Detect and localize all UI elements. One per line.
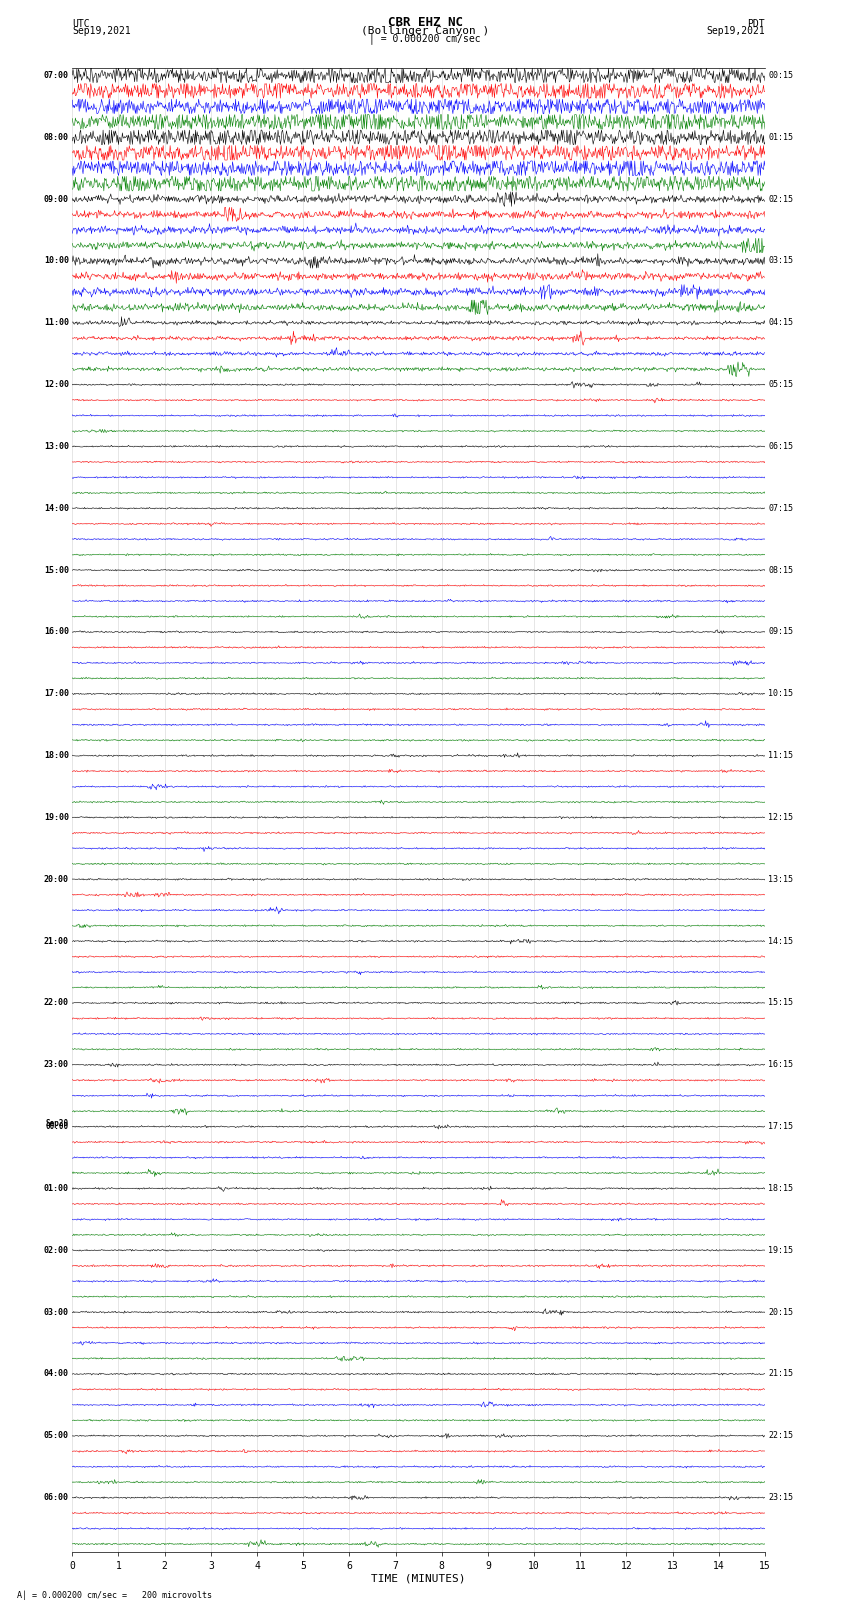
Text: 14:00: 14:00	[44, 503, 69, 513]
Text: 09:15: 09:15	[768, 627, 793, 637]
Text: 05:00: 05:00	[44, 1431, 69, 1440]
Text: 08:00: 08:00	[44, 132, 69, 142]
Text: Sep19,2021: Sep19,2021	[72, 26, 131, 37]
Text: 00:00: 00:00	[46, 1123, 69, 1131]
Text: 14:15: 14:15	[768, 937, 793, 945]
X-axis label: TIME (MINUTES): TIME (MINUTES)	[371, 1574, 466, 1584]
Text: 03:15: 03:15	[768, 256, 793, 266]
Text: 15:00: 15:00	[44, 566, 69, 574]
Text: 03:00: 03:00	[44, 1308, 69, 1316]
Text: 11:00: 11:00	[44, 318, 69, 327]
Text: 23:00: 23:00	[44, 1060, 69, 1069]
Text: 00:15: 00:15	[768, 71, 793, 81]
Text: 22:00: 22:00	[44, 998, 69, 1008]
Text: 12:00: 12:00	[44, 381, 69, 389]
Text: │ = 0.000200 cm/sec: │ = 0.000200 cm/sec	[369, 32, 481, 44]
Text: 20:15: 20:15	[768, 1308, 793, 1316]
Text: 05:15: 05:15	[768, 381, 793, 389]
Text: 22:15: 22:15	[768, 1431, 793, 1440]
Text: 02:15: 02:15	[768, 195, 793, 203]
Text: 21:15: 21:15	[768, 1369, 793, 1379]
Text: 04:15: 04:15	[768, 318, 793, 327]
Text: 09:00: 09:00	[44, 195, 69, 203]
Text: 01:00: 01:00	[44, 1184, 69, 1194]
Text: 07:15: 07:15	[768, 503, 793, 513]
Text: 06:15: 06:15	[768, 442, 793, 452]
Text: A│ = 0.000200 cm/sec =   200 microvolts: A│ = 0.000200 cm/sec = 200 microvolts	[17, 1590, 212, 1600]
Text: 04:00: 04:00	[44, 1369, 69, 1379]
Text: 23:15: 23:15	[768, 1494, 793, 1502]
Text: 16:15: 16:15	[768, 1060, 793, 1069]
Text: 11:15: 11:15	[768, 752, 793, 760]
Text: 16:00: 16:00	[44, 627, 69, 637]
Text: 18:15: 18:15	[768, 1184, 793, 1194]
Text: 10:00: 10:00	[44, 256, 69, 266]
Text: Sep19,2021: Sep19,2021	[706, 26, 765, 37]
Text: 02:00: 02:00	[44, 1245, 69, 1255]
Text: 07:00: 07:00	[44, 71, 69, 81]
Text: 13:15: 13:15	[768, 874, 793, 884]
Text: 06:00: 06:00	[44, 1494, 69, 1502]
Text: 08:15: 08:15	[768, 566, 793, 574]
Text: 17:15: 17:15	[768, 1123, 793, 1131]
Text: 19:15: 19:15	[768, 1245, 793, 1255]
Text: 17:00: 17:00	[44, 689, 69, 698]
Text: 13:00: 13:00	[44, 442, 69, 452]
Text: UTC: UTC	[72, 19, 90, 29]
Text: 18:00: 18:00	[44, 752, 69, 760]
Text: 12:15: 12:15	[768, 813, 793, 823]
Text: 20:00: 20:00	[44, 874, 69, 884]
Text: (Bollinger Canyon ): (Bollinger Canyon )	[361, 26, 489, 37]
Text: 10:15: 10:15	[768, 689, 793, 698]
Text: 21:00: 21:00	[44, 937, 69, 945]
Text: CBR EHZ NC: CBR EHZ NC	[388, 16, 462, 29]
Text: 19:00: 19:00	[44, 813, 69, 823]
Text: Sep20: Sep20	[46, 1119, 69, 1127]
Text: PDT: PDT	[747, 19, 765, 29]
Text: 15:15: 15:15	[768, 998, 793, 1008]
Text: 01:15: 01:15	[768, 132, 793, 142]
